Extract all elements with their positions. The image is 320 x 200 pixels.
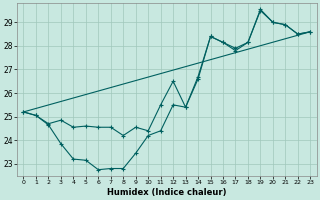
X-axis label: Humidex (Indice chaleur): Humidex (Indice chaleur) (107, 188, 227, 197)
